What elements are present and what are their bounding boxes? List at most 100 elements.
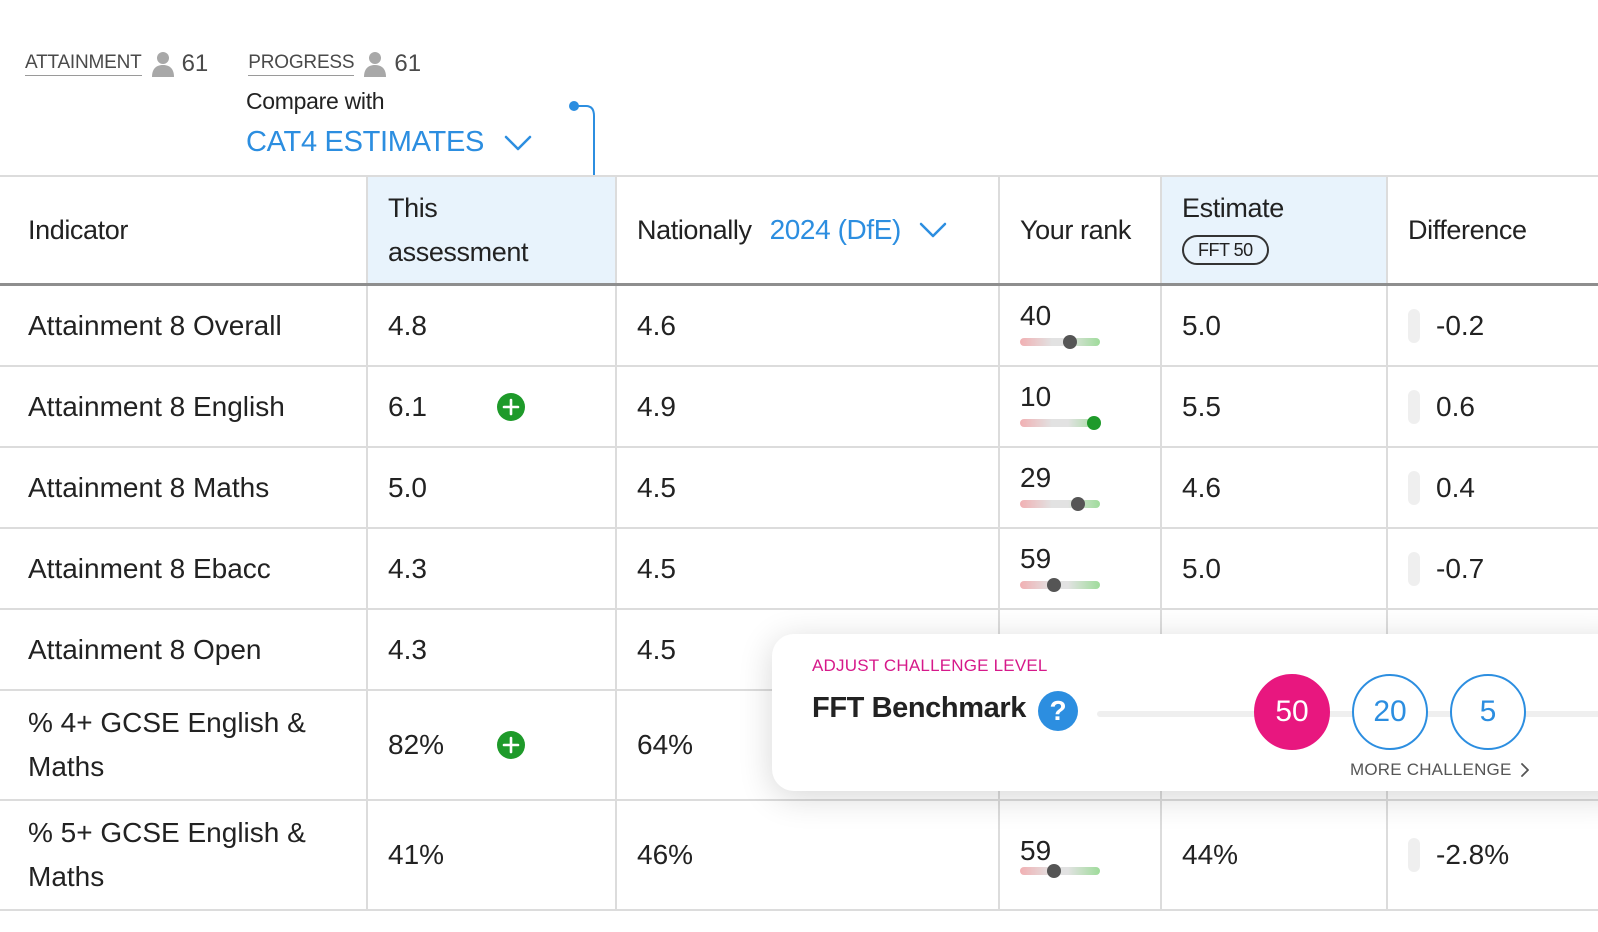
difference-value: 0.6 (1436, 390, 1475, 422)
challenge-option-20[interactable]: 20 (1352, 674, 1428, 750)
difference-cell: -0.2 (1386, 284, 1598, 367)
header-this-assessment: This assessment (366, 175, 616, 286)
compare-with: Compare with CAT4 ESTIMATES (246, 88, 532, 158)
challenge-slider-track[interactable] (1097, 711, 1598, 717)
rank-marker (1062, 334, 1077, 349)
national-cell: 46% (615, 800, 999, 911)
indicator-cell: Attainment 8 English (0, 366, 367, 448)
rank-marker (1070, 496, 1085, 511)
rank-value: 10 (1020, 380, 1052, 412)
rank-marker (1046, 864, 1061, 878)
difference-bar (1408, 389, 1420, 424)
difference-cell: -0.7 (1386, 528, 1598, 610)
national-cell: 4.5 (615, 447, 999, 529)
difference-cell: 0.4 (1386, 447, 1598, 529)
table-row[interactable]: % 5+ GCSE English & Maths 41% 46% 59 44% … (0, 800, 1598, 911)
estimate-cell: 5.0 (1160, 284, 1387, 367)
person-icon (364, 52, 387, 77)
challenge-option-50[interactable]: 50 (1254, 674, 1330, 750)
compare-dropdown[interactable]: CAT4 ESTIMATES (246, 126, 532, 159)
difference-bar (1408, 551, 1420, 586)
rank-cell: 59 (998, 528, 1161, 610)
table-header-row: Indicator This assessment Nationally 202… (0, 175, 1598, 286)
more-challenge-label: MORE CHALLENGE (1350, 760, 1512, 779)
indicator-cell: Attainment 8 Overall (0, 284, 367, 367)
challenge-option-5[interactable]: 5 (1450, 674, 1526, 750)
rank-bar (1020, 334, 1100, 349)
estimate-cell: 5.0 (1160, 528, 1387, 610)
estimate-label: Estimate (1182, 193, 1284, 223)
view-tabs: ATTAINMENT 61 PROGRESS 61 (25, 50, 461, 78)
difference-value: 0.4 (1436, 471, 1475, 503)
rank-bar (1020, 415, 1101, 430)
rank-bar (1020, 864, 1100, 878)
challenge-panel-label: ADJUST CHALLENGE LEVEL (812, 656, 1048, 675)
national-cell: 4.9 (615, 366, 999, 448)
national-cell: 4.5 (615, 528, 999, 610)
indicator-cell: Attainment 8 Maths (0, 447, 367, 529)
difference-bar (1408, 838, 1420, 872)
plus-circle-icon[interactable] (496, 730, 526, 760)
compare-label: Compare with (246, 88, 385, 114)
indicators-table: Indicator This assessment Nationally 202… (0, 175, 1598, 911)
estimate-cell: 5.5 (1160, 366, 1387, 448)
difference-cell: -2.8% (1386, 800, 1598, 911)
table-row[interactable]: Attainment 8 Maths 5.0 4.5 29 4.6 0.4 (0, 447, 1598, 529)
tab-attainment-count: 61 (181, 50, 209, 77)
national-cell: 4.6 (615, 284, 999, 367)
chevron-right-icon (1520, 763, 1529, 777)
person-icon (151, 52, 174, 77)
rank-value: 29 (1020, 461, 1052, 493)
challenge-panel-title: FFT Benchmark (812, 692, 1026, 724)
rank-cell: 40 (998, 284, 1161, 367)
difference-value: -0.7 (1436, 552, 1485, 584)
tab-progress-label: PROGRESS (248, 52, 355, 76)
tab-progress-count: 61 (394, 50, 422, 77)
this-assessment-cell: 4.3 (366, 609, 616, 691)
header-indicator: Indicator (0, 175, 367, 286)
header-estimate: Estimate FFT 50 (1160, 175, 1387, 286)
tab-progress[interactable]: PROGRESS 61 (248, 50, 421, 78)
difference-bar (1408, 470, 1420, 505)
rank-cell: 59 (998, 800, 1161, 911)
chevron-down-icon (919, 222, 947, 238)
more-challenge-link[interactable]: MORE CHALLENGE (1350, 760, 1530, 780)
rank-marker (1046, 577, 1061, 592)
rank-cell: 10 (998, 366, 1161, 448)
estimate-badge: FFT 50 (1182, 235, 1269, 265)
table-row[interactable]: Attainment 8 English 6.1 4.9 10 5.5 0.6 (0, 366, 1598, 448)
this-assessment-cell: 5.0 (366, 447, 616, 529)
indicator-cell: Attainment 8 Open (0, 609, 367, 691)
compare-value: CAT4 ESTIMATES (246, 126, 485, 158)
nationally-year: 2024 (DfE) (769, 214, 902, 245)
plus-circle-icon[interactable] (496, 392, 526, 422)
estimate-cell: 4.6 (1160, 447, 1387, 529)
table-row[interactable]: Attainment 8 Ebacc 4.3 4.5 59 5.0 -0.7 (0, 528, 1598, 610)
indicator-cell: % 4+ GCSE English & Maths (0, 690, 367, 801)
indicator-cell: Attainment 8 Ebacc (0, 528, 367, 610)
this-assessment-cell: 6.1 (366, 366, 616, 448)
header-nationally: Nationally 2024 (DfE) (615, 175, 999, 286)
rank-value: 59 (1020, 542, 1052, 574)
this-assessment-value: 82% (388, 729, 445, 760)
this-assessment-cell: 82% (366, 690, 616, 801)
rank-marker (1086, 415, 1101, 430)
rank-bar (1020, 577, 1100, 592)
nationally-year-dropdown[interactable]: 2024 (DfE) (770, 208, 947, 252)
difference-bar (1408, 308, 1420, 343)
header-your-rank: Your rank (998, 175, 1161, 286)
challenge-level-panel: ADJUST CHALLENGE LEVEL FFT Benchmark ? 5… (772, 634, 1598, 791)
rank-cell: 29 (998, 447, 1161, 529)
help-icon[interactable]: ? (1038, 691, 1078, 731)
estimate-cell: 44% (1160, 800, 1387, 911)
difference-value: -0.2 (1436, 309, 1485, 341)
tab-attainment[interactable]: ATTAINMENT 61 (25, 50, 208, 78)
header-difference: Difference (1386, 175, 1598, 286)
this-assessment-cell: 41% (366, 800, 616, 911)
chevron-down-icon (504, 135, 532, 150)
rank-value: 59 (1020, 835, 1052, 866)
rank-bar (1020, 496, 1100, 511)
indicator-cell: % 5+ GCSE English & Maths (0, 800, 367, 911)
difference-value: -2.8% (1436, 839, 1510, 870)
table-row[interactable]: Attainment 8 Overall 4.8 4.6 40 5.0 -0.2 (0, 284, 1598, 367)
